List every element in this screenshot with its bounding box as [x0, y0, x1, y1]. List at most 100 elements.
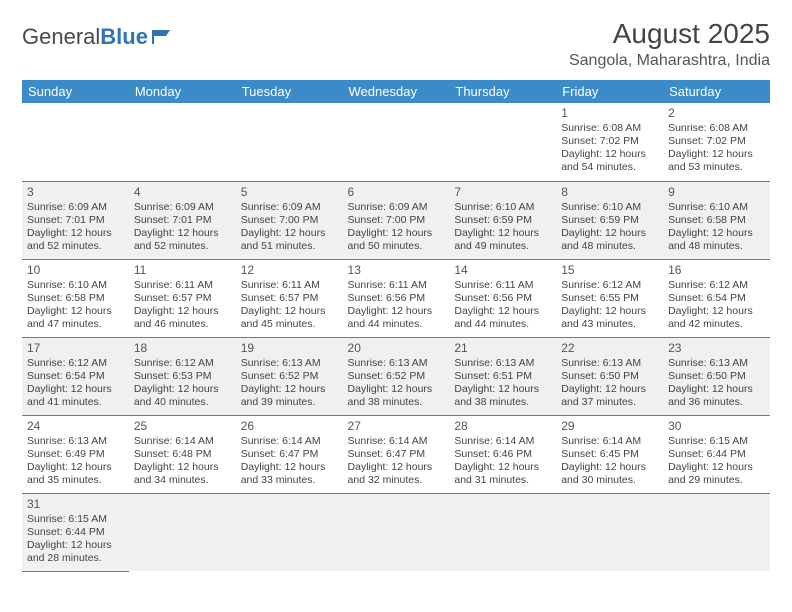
- day-cell: [663, 493, 770, 571]
- sunset-text: Sunset: 6:47 PM: [348, 448, 445, 461]
- daylight-text: Daylight: 12 hours and 42 minutes.: [668, 305, 765, 331]
- day-number: 12: [241, 263, 338, 278]
- sunrise-text: Sunrise: 6:08 AM: [561, 122, 658, 135]
- daylight-text: Daylight: 12 hours and 47 minutes.: [27, 305, 124, 331]
- day-cell: 31Sunrise: 6:15 AMSunset: 6:44 PMDayligh…: [22, 493, 129, 571]
- day-number: 31: [27, 497, 124, 512]
- day-number: 2: [668, 106, 765, 121]
- daylight-text: Daylight: 12 hours and 44 minutes.: [348, 305, 445, 331]
- daylight-text: Daylight: 12 hours and 32 minutes.: [348, 461, 445, 487]
- day-number: 14: [454, 263, 551, 278]
- day-cell: 9Sunrise: 6:10 AMSunset: 6:58 PMDaylight…: [663, 181, 770, 259]
- day-number: 4: [134, 185, 231, 200]
- day-cell: [343, 103, 450, 181]
- day-cell: 5Sunrise: 6:09 AMSunset: 7:00 PMDaylight…: [236, 181, 343, 259]
- daylight-text: Daylight: 12 hours and 52 minutes.: [134, 227, 231, 253]
- daylight-text: Daylight: 12 hours and 46 minutes.: [134, 305, 231, 331]
- sunset-text: Sunset: 6:54 PM: [27, 370, 124, 383]
- day-cell: 30Sunrise: 6:15 AMSunset: 6:44 PMDayligh…: [663, 415, 770, 493]
- day-number: 10: [27, 263, 124, 278]
- day-number: 3: [27, 185, 124, 200]
- day-header: Saturday: [663, 80, 770, 103]
- daylight-text: Daylight: 12 hours and 30 minutes.: [561, 461, 658, 487]
- sunrise-text: Sunrise: 6:11 AM: [134, 279, 231, 292]
- sunrise-text: Sunrise: 6:13 AM: [668, 357, 765, 370]
- day-number: 15: [561, 263, 658, 278]
- day-cell: [236, 493, 343, 571]
- day-cell: 22Sunrise: 6:13 AMSunset: 6:50 PMDayligh…: [556, 337, 663, 415]
- week-row: 3Sunrise: 6:09 AMSunset: 7:01 PMDaylight…: [22, 181, 770, 259]
- day-number: 26: [241, 419, 338, 434]
- day-number: 29: [561, 419, 658, 434]
- daylight-text: Daylight: 12 hours and 54 minutes.: [561, 148, 658, 174]
- sunrise-text: Sunrise: 6:13 AM: [27, 435, 124, 448]
- daylight-text: Daylight: 12 hours and 38 minutes.: [348, 383, 445, 409]
- sunrise-text: Sunrise: 6:13 AM: [348, 357, 445, 370]
- daylight-text: Daylight: 12 hours and 29 minutes.: [668, 461, 765, 487]
- sunset-text: Sunset: 7:01 PM: [134, 214, 231, 227]
- sunset-text: Sunset: 6:45 PM: [561, 448, 658, 461]
- daylight-text: Daylight: 12 hours and 51 minutes.: [241, 227, 338, 253]
- day-cell: 20Sunrise: 6:13 AMSunset: 6:52 PMDayligh…: [343, 337, 450, 415]
- day-header-row: SundayMondayTuesdayWednesdayThursdayFrid…: [22, 80, 770, 103]
- day-cell: [449, 103, 556, 181]
- sunset-text: Sunset: 6:56 PM: [454, 292, 551, 305]
- day-number: 16: [668, 263, 765, 278]
- day-cell: 15Sunrise: 6:12 AMSunset: 6:55 PMDayligh…: [556, 259, 663, 337]
- sunrise-text: Sunrise: 6:12 AM: [27, 357, 124, 370]
- sunrise-text: Sunrise: 6:14 AM: [348, 435, 445, 448]
- day-cell: [343, 493, 450, 571]
- week-row: 10Sunrise: 6:10 AMSunset: 6:58 PMDayligh…: [22, 259, 770, 337]
- day-cell: [129, 493, 236, 571]
- daylight-text: Daylight: 12 hours and 34 minutes.: [134, 461, 231, 487]
- day-number: 6: [348, 185, 445, 200]
- header: GeneralBlue August 2025 Sangola, Maharas…: [22, 18, 770, 70]
- day-cell: 14Sunrise: 6:11 AMSunset: 6:56 PMDayligh…: [449, 259, 556, 337]
- sunset-text: Sunset: 6:58 PM: [668, 214, 765, 227]
- sunset-text: Sunset: 6:50 PM: [668, 370, 765, 383]
- day-cell: 24Sunrise: 6:13 AMSunset: 6:49 PMDayligh…: [22, 415, 129, 493]
- sunset-text: Sunset: 6:51 PM: [454, 370, 551, 383]
- day-cell: 10Sunrise: 6:10 AMSunset: 6:58 PMDayligh…: [22, 259, 129, 337]
- day-number: 21: [454, 341, 551, 356]
- day-cell: 7Sunrise: 6:10 AMSunset: 6:59 PMDaylight…: [449, 181, 556, 259]
- sunset-text: Sunset: 6:54 PM: [668, 292, 765, 305]
- sunrise-text: Sunrise: 6:13 AM: [454, 357, 551, 370]
- sunrise-text: Sunrise: 6:11 AM: [454, 279, 551, 292]
- day-cell: 1Sunrise: 6:08 AMSunset: 7:02 PMDaylight…: [556, 103, 663, 181]
- day-number: 23: [668, 341, 765, 356]
- sunset-text: Sunset: 6:46 PM: [454, 448, 551, 461]
- location: Sangola, Maharashtra, India: [569, 52, 770, 70]
- sunset-text: Sunset: 6:59 PM: [561, 214, 658, 227]
- day-cell: 27Sunrise: 6:14 AMSunset: 6:47 PMDayligh…: [343, 415, 450, 493]
- sunrise-text: Sunrise: 6:10 AM: [561, 201, 658, 214]
- sunrise-text: Sunrise: 6:14 AM: [241, 435, 338, 448]
- sunset-text: Sunset: 6:47 PM: [241, 448, 338, 461]
- day-cell: 19Sunrise: 6:13 AMSunset: 6:52 PMDayligh…: [236, 337, 343, 415]
- sunrise-text: Sunrise: 6:10 AM: [454, 201, 551, 214]
- day-cell: 18Sunrise: 6:12 AMSunset: 6:53 PMDayligh…: [129, 337, 236, 415]
- day-cell: [449, 493, 556, 571]
- day-number: 27: [348, 419, 445, 434]
- day-cell: 29Sunrise: 6:14 AMSunset: 6:45 PMDayligh…: [556, 415, 663, 493]
- daylight-text: Daylight: 12 hours and 52 minutes.: [27, 227, 124, 253]
- logo-text-2: Blue: [100, 24, 148, 50]
- sunrise-text: Sunrise: 6:12 AM: [668, 279, 765, 292]
- sunset-text: Sunset: 6:50 PM: [561, 370, 658, 383]
- day-cell: 2Sunrise: 6:08 AMSunset: 7:02 PMDaylight…: [663, 103, 770, 181]
- day-cell: 26Sunrise: 6:14 AMSunset: 6:47 PMDayligh…: [236, 415, 343, 493]
- daylight-text: Daylight: 12 hours and 36 minutes.: [668, 383, 765, 409]
- sunrise-text: Sunrise: 6:13 AM: [241, 357, 338, 370]
- daylight-text: Daylight: 12 hours and 41 minutes.: [27, 383, 124, 409]
- day-number: 11: [134, 263, 231, 278]
- daylight-text: Daylight: 12 hours and 40 minutes.: [134, 383, 231, 409]
- sunset-text: Sunset: 6:49 PM: [27, 448, 124, 461]
- sunrise-text: Sunrise: 6:09 AM: [348, 201, 445, 214]
- daylight-text: Daylight: 12 hours and 48 minutes.: [561, 227, 658, 253]
- daylight-text: Daylight: 12 hours and 50 minutes.: [348, 227, 445, 253]
- sunrise-text: Sunrise: 6:14 AM: [134, 435, 231, 448]
- day-number: 18: [134, 341, 231, 356]
- day-header: Thursday: [449, 80, 556, 103]
- sunrise-text: Sunrise: 6:14 AM: [454, 435, 551, 448]
- day-cell: 17Sunrise: 6:12 AMSunset: 6:54 PMDayligh…: [22, 337, 129, 415]
